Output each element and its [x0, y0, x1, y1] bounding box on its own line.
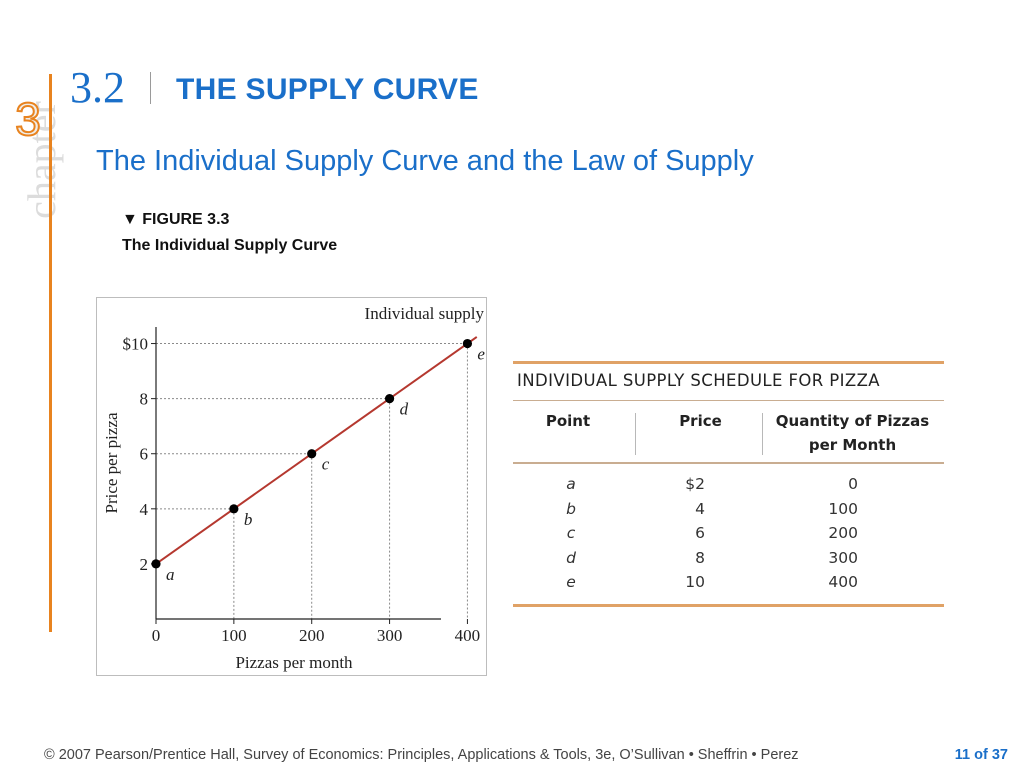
supply-line — [155, 336, 478, 565]
x-tick-label: 200 — [299, 626, 325, 645]
slide-subtitle: The Individual Supply Curve and the Law … — [96, 145, 754, 177]
supply-schedule-table: INDIVIDUAL SUPPLY SCHEDULE FOR PIZZA Poi… — [513, 361, 944, 607]
header-quantity-line1: Quantity of Pizzas — [775, 412, 930, 430]
table-cell-quantity: 400 — [828, 573, 858, 591]
table-cell-quantity: 200 — [828, 524, 858, 542]
chapter-side-label: chapter — [19, 101, 64, 219]
header-separator — [762, 413, 763, 455]
chapter-number: 3 — [14, 92, 42, 146]
figure-label: ▼ FIGURE 3.3 — [122, 211, 230, 228]
header-point: Point — [545, 412, 591, 430]
section-title: THE SUPPLY CURVE — [176, 73, 479, 106]
table-cell-price: $2 — [685, 475, 705, 493]
chart-frame — [96, 297, 487, 676]
section-divider — [150, 72, 151, 104]
x-axis-label: Pizzas per month — [235, 653, 353, 672]
supply-curve-chart: 0 100 200 300 400 2 4 6 8 $10 a b c d e Individual s… — [96, 297, 487, 676]
x-tick-label: 300 — [377, 626, 403, 645]
data-point — [307, 449, 317, 459]
point-label: e — [477, 345, 485, 364]
x-tick-label: 400 — [455, 626, 481, 645]
point-label: a — [166, 565, 175, 584]
chapter-accent-line — [49, 74, 52, 632]
figure-caption: The Individual Supply Curve — [122, 237, 338, 254]
table-bottom-rule — [513, 604, 944, 607]
table-cell-point: a — [566, 475, 576, 493]
y-tick-label: 8 — [140, 390, 149, 409]
table-cell-point: d — [566, 548, 576, 567]
y-tick-label: 6 — [140, 445, 149, 464]
y-tick-label: 4 — [140, 500, 149, 519]
table-cell-price: 10 — [685, 573, 705, 591]
footer-copyright: © 2007 Pearson/Prentice Hall, Survey of … — [44, 747, 799, 763]
table-cell-quantity: 300 — [828, 548, 858, 567]
y-tick-label: 2 — [140, 555, 149, 574]
table-title: INDIVIDUAL SUPPLY SCHEDULE FOR PIZZA — [517, 371, 880, 390]
table-cell-price: 6 — [695, 524, 705, 542]
data-point — [462, 338, 473, 349]
point-label: b — [244, 510, 253, 529]
data-point — [151, 559, 161, 569]
section-number: 3.2 — [70, 63, 125, 112]
table-cell-price: 8 — [695, 548, 705, 567]
y-axis-label: Price per pizza — [102, 412, 121, 513]
table-header-rule — [513, 462, 944, 464]
x-tick-label: 0 — [152, 626, 161, 645]
table-cell-point: c — [566, 524, 576, 542]
header-price: Price — [679, 412, 722, 430]
page-number: 11 of 37 — [954, 747, 1008, 763]
y-tick-label: $10 — [123, 335, 149, 354]
table-cell-quantity: 0 — [848, 475, 858, 493]
point-label: c — [322, 455, 330, 474]
series-label: Individual supply — [365, 304, 485, 323]
data-point — [229, 504, 239, 514]
data-point — [384, 394, 395, 404]
x-tick-label: 100 — [221, 626, 247, 645]
table-top-rule — [513, 361, 944, 364]
table-cell-price: 4 — [695, 499, 705, 518]
table-title-rule — [513, 400, 944, 401]
table-cell-point: e — [566, 573, 576, 591]
table-cell-quantity: 100 — [828, 499, 858, 518]
table-cell-point: b — [566, 499, 576, 518]
point-label: d — [400, 400, 409, 419]
header-quantity-line2: per Month — [808, 436, 897, 454]
header-separator — [635, 413, 636, 455]
